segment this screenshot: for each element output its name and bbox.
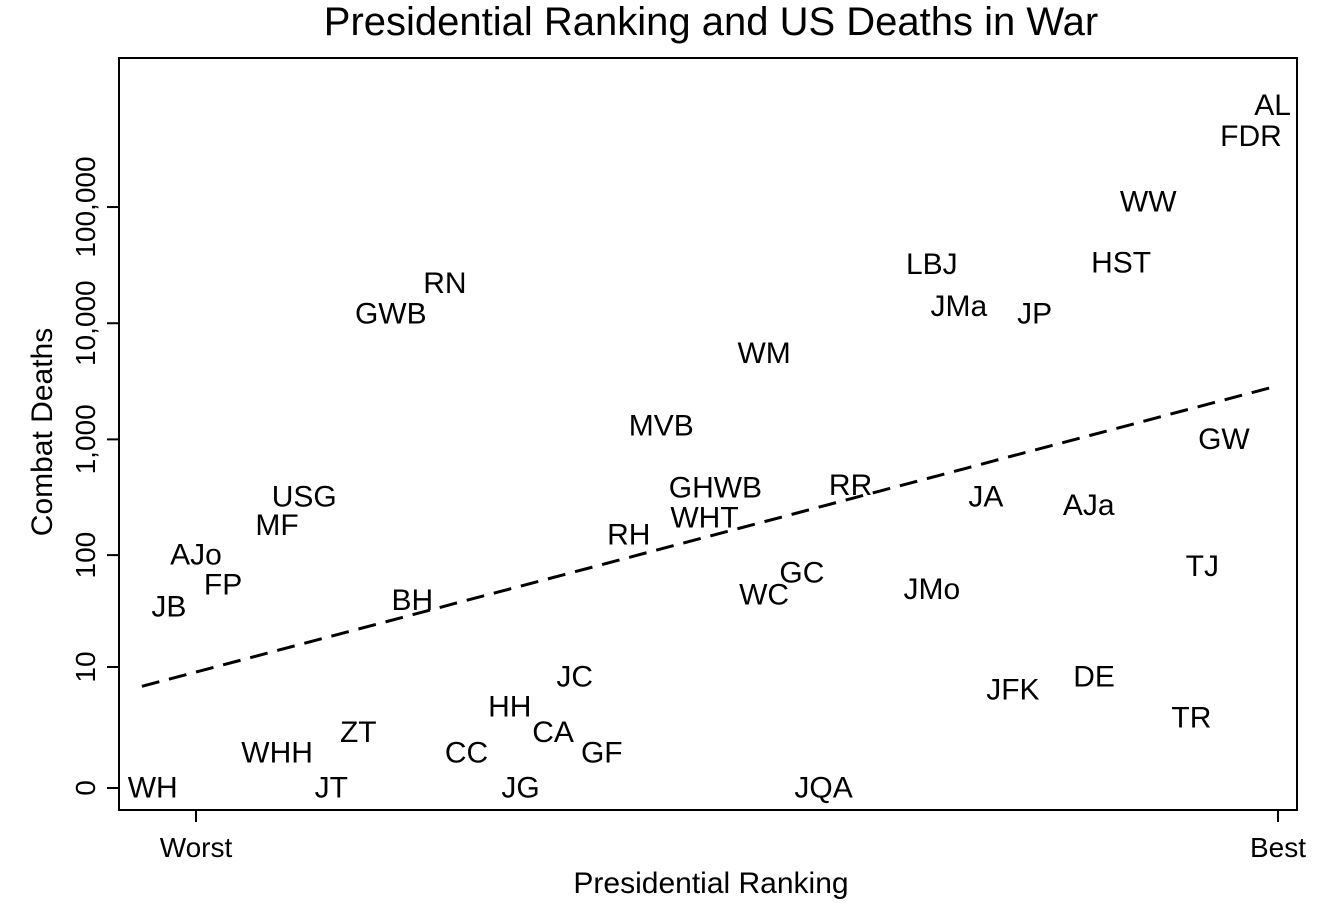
fit-line — [141, 384, 1279, 688]
point-ajo: AJo — [170, 539, 222, 572]
point-wh: WH — [128, 772, 178, 805]
point-al: AL — [1254, 89, 1291, 122]
point-tj: TJ — [1186, 550, 1219, 583]
point-fdr: FDR — [1220, 120, 1282, 153]
point-jp: JP — [1017, 298, 1052, 331]
point-de: DE — [1073, 661, 1115, 694]
x-tick-label: Worst — [160, 832, 233, 863]
point-whh: WHH — [241, 737, 313, 770]
point-gf: GF — [581, 737, 623, 770]
point-jqa: JQA — [794, 772, 852, 805]
y-tick-label: 100 — [70, 532, 101, 579]
point-wc: WC — [739, 578, 789, 611]
point-lbj: LBJ — [906, 248, 958, 281]
y-tick-label: 100,000 — [70, 156, 101, 257]
plot-frame — [118, 57, 1298, 811]
y-axis-title: Combat Deaths — [26, 328, 59, 536]
chart-title: Presidential Ranking and US Deaths in Wa… — [324, 0, 1098, 44]
y-axis: 0 10 100 1,000 10,000 100,000 — [70, 156, 119, 796]
point-ca: CA — [532, 716, 574, 749]
point-zt: ZT — [340, 716, 377, 749]
point-wht: WHT — [670, 501, 738, 534]
point-jc: JC — [556, 661, 593, 694]
point-mvb: MVB — [629, 410, 694, 443]
point-bh: BH — [392, 584, 434, 617]
point-jt: JT — [315, 772, 348, 805]
point-gwb: GWB — [355, 298, 427, 331]
point-jg: JG — [501, 772, 539, 805]
point-rn: RN — [423, 267, 466, 300]
point-ghwb: GHWB — [669, 472, 762, 505]
y-tick-label: 1,000 — [70, 404, 101, 474]
point-rr: RR — [829, 469, 872, 502]
point-jfk: JFK — [986, 673, 1039, 706]
point-jma: JMa — [930, 290, 987, 323]
y-tick-label: 10 — [70, 651, 101, 682]
point-ww: WW — [1120, 186, 1177, 219]
point-fp: FP — [204, 568, 242, 601]
x-tick-label: Best — [1250, 832, 1306, 863]
point-wm: WM — [737, 337, 790, 370]
y-tick-label: 10,000 — [70, 280, 101, 366]
y-tick-label: 0 — [70, 780, 101, 796]
point-cc: CC — [445, 737, 488, 770]
point-aja: AJa — [1063, 489, 1115, 522]
point-jmo: JMo — [903, 573, 960, 606]
x-axis: Worst Best — [160, 810, 1306, 863]
point-rh: RH — [607, 518, 650, 551]
point-gw: GW — [1198, 423, 1250, 456]
point-tr: TR — [1171, 702, 1211, 735]
point-jb: JB — [151, 591, 186, 624]
point-gc: GC — [779, 556, 824, 589]
point-hst: HST — [1091, 247, 1151, 280]
point-usg: USG — [272, 480, 337, 513]
x-axis-title: Presidential Ranking — [573, 867, 848, 900]
point-ja: JA — [968, 480, 1003, 513]
point-mf: MF — [255, 509, 298, 542]
point-hh: HH — [488, 690, 531, 723]
